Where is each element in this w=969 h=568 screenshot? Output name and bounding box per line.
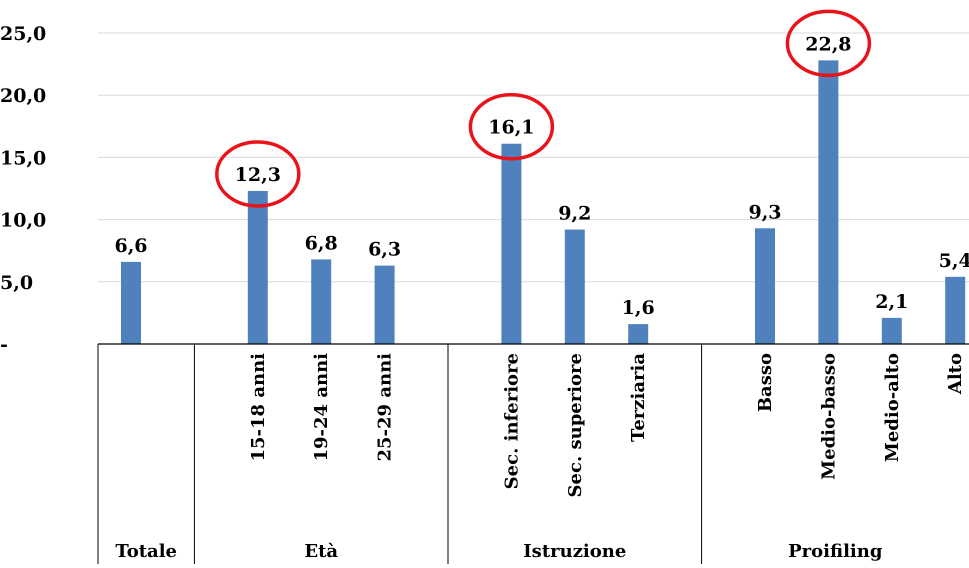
group-label: Proifiling xyxy=(788,541,883,562)
bar xyxy=(818,60,839,344)
data-label: 9,3 xyxy=(748,201,781,223)
data-label: 6,3 xyxy=(368,239,401,261)
y-tick-label: 25,0 xyxy=(0,23,46,45)
bar xyxy=(311,259,332,344)
group-label: Età xyxy=(304,541,338,562)
group-label: Istruzione xyxy=(523,541,626,562)
data-label: 6,8 xyxy=(305,232,338,254)
bar xyxy=(121,261,141,344)
y-tick-label: 15,0 xyxy=(0,147,46,169)
data-label: 9,2 xyxy=(558,203,591,225)
bar xyxy=(247,190,268,344)
data-label: 6,6 xyxy=(114,235,147,257)
data-label: 22,8 xyxy=(805,33,851,55)
category-label: 25-29 anni xyxy=(375,353,396,462)
y-tick-label: 20,0 xyxy=(0,85,46,107)
category-label: Sec. inferiore xyxy=(501,353,522,489)
category-label: Medio-alto xyxy=(882,353,903,462)
category-label: Basso xyxy=(755,353,776,412)
category-label: 15-18 anni xyxy=(248,353,269,462)
category-label: Alto xyxy=(945,353,966,395)
bar xyxy=(881,317,902,344)
y-tick-label: - xyxy=(0,334,8,356)
group-label: Totale xyxy=(115,541,177,562)
y-tick-label: 10,0 xyxy=(0,210,46,232)
data-label: 16,1 xyxy=(488,117,534,139)
bar xyxy=(501,143,522,344)
category-label: 19-24 anni xyxy=(311,353,332,462)
data-label: 12,3 xyxy=(235,164,281,186)
data-label: 2,1 xyxy=(875,291,908,313)
bar xyxy=(945,276,966,344)
bar xyxy=(374,265,395,344)
data-label: 1,6 xyxy=(622,297,655,319)
bar xyxy=(628,324,649,344)
highlight-circle xyxy=(785,9,872,78)
bar xyxy=(564,229,585,344)
bar xyxy=(755,228,775,344)
category-label: Terziaria xyxy=(628,353,649,442)
data-label: 5,4 xyxy=(939,250,969,272)
highlight-circle xyxy=(215,140,301,208)
category-label: Sec. superiore xyxy=(565,353,586,497)
highlight-circle xyxy=(468,92,555,161)
category-label: Medio-basso xyxy=(818,353,839,480)
y-tick-label: 5,0 xyxy=(0,272,33,294)
